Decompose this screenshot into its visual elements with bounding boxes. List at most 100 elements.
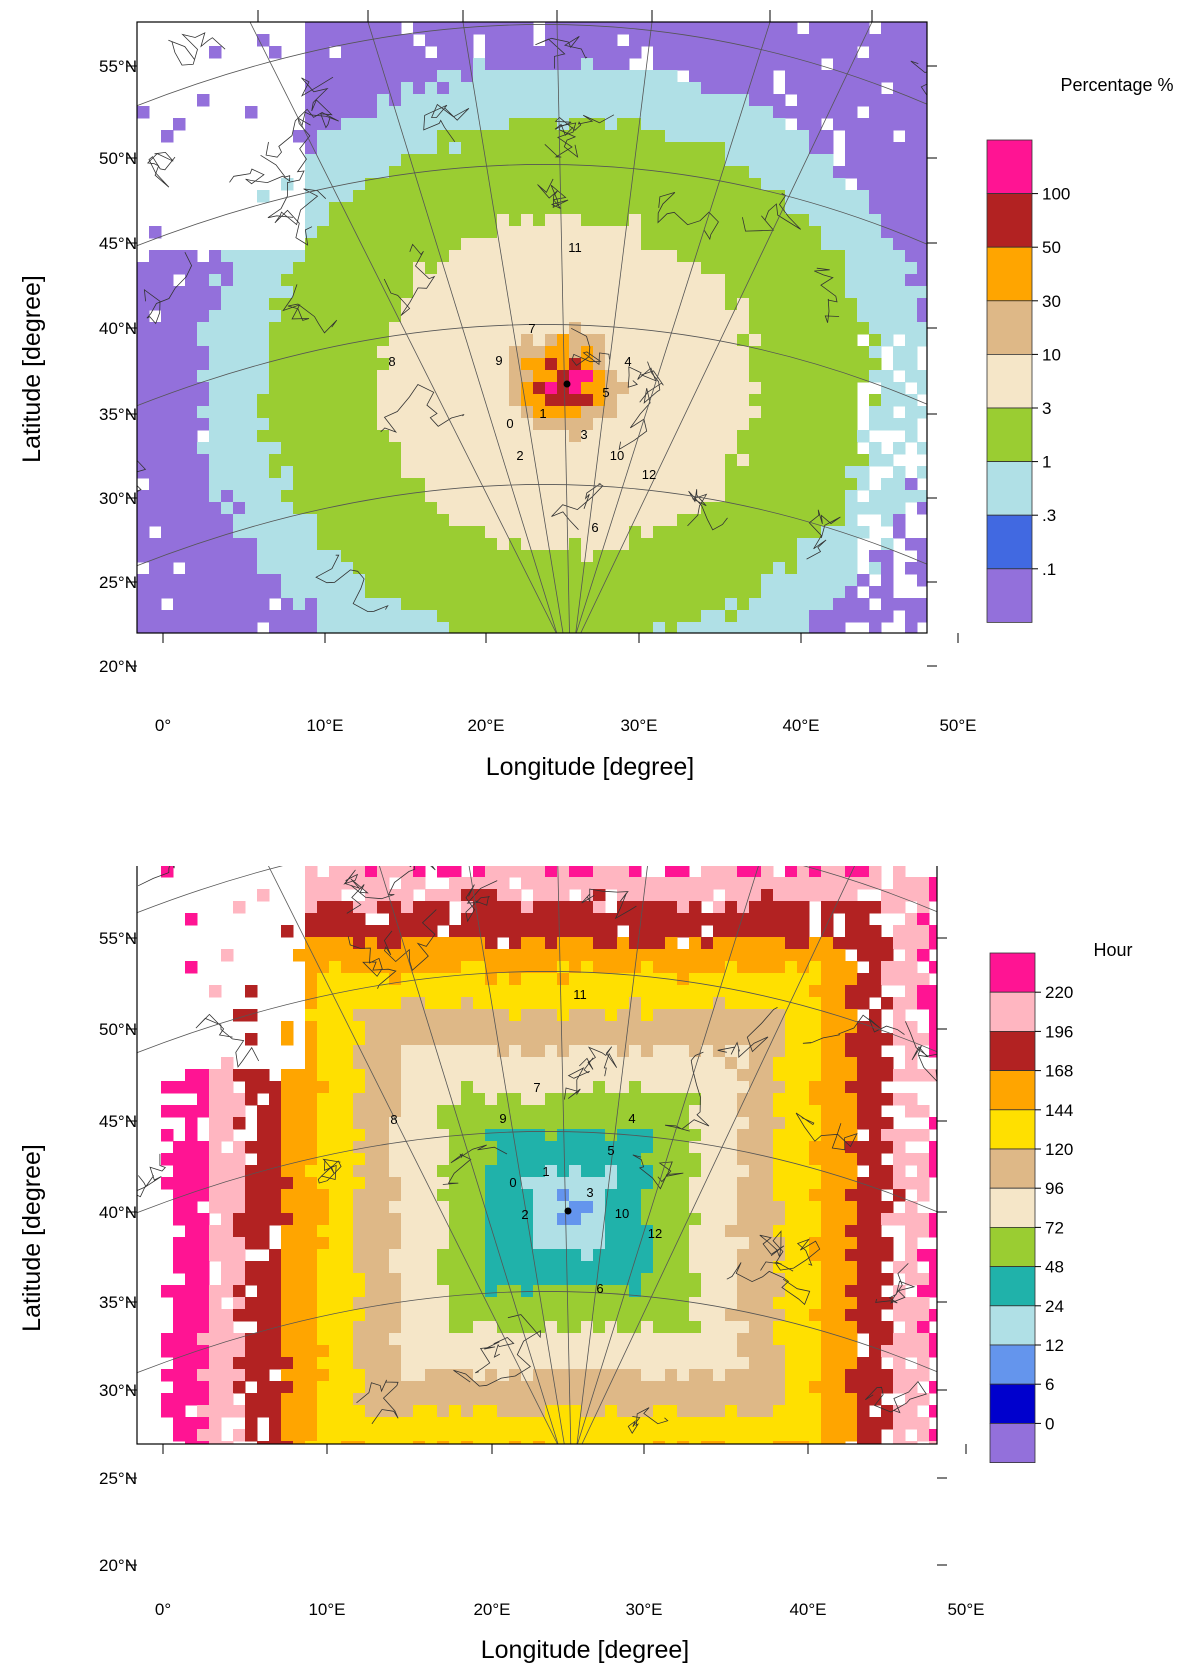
raster-cell bbox=[677, 925, 690, 938]
raster-cell bbox=[185, 574, 198, 587]
raster-cell bbox=[857, 226, 870, 239]
raster-cell bbox=[341, 190, 354, 203]
raster-cell bbox=[305, 118, 318, 131]
raster-cell bbox=[797, 298, 810, 311]
raster-cell bbox=[509, 178, 522, 191]
raster-cell bbox=[725, 262, 738, 275]
raster-cell bbox=[437, 961, 450, 974]
raster-cell bbox=[629, 46, 642, 59]
raster-cell bbox=[281, 370, 294, 383]
raster-cell bbox=[449, 106, 462, 119]
raster-cell bbox=[185, 1225, 198, 1238]
raster-cell bbox=[629, 430, 642, 443]
raster-cell bbox=[473, 1153, 486, 1166]
raster-cell bbox=[773, 949, 786, 962]
raster-cell bbox=[317, 1141, 330, 1154]
raster-cell bbox=[689, 598, 702, 611]
raster-cell bbox=[317, 1201, 330, 1214]
raster-cell bbox=[785, 574, 798, 587]
raster-cell bbox=[545, 866, 558, 878]
raster-cell bbox=[209, 382, 222, 395]
raster-cell bbox=[365, 478, 378, 491]
raster-cell bbox=[269, 298, 282, 311]
raster-cell bbox=[677, 238, 690, 251]
raster-cell bbox=[209, 394, 222, 407]
raster-cell bbox=[569, 1141, 582, 1154]
raster-cell bbox=[425, 166, 438, 179]
raster-cell bbox=[713, 466, 726, 479]
raster-cell bbox=[761, 598, 774, 611]
raster-cell bbox=[809, 154, 822, 167]
raster-cell bbox=[557, 1213, 570, 1226]
raster-cell bbox=[389, 106, 402, 119]
raster-cell bbox=[521, 1225, 534, 1238]
raster-cell bbox=[689, 178, 702, 191]
raster-cell bbox=[869, 418, 882, 431]
raster-cell bbox=[305, 1057, 318, 1070]
raster-cell bbox=[641, 1069, 654, 1082]
raster-cell bbox=[245, 985, 258, 998]
raster-cell bbox=[497, 1057, 510, 1070]
colorbar-label: 100 bbox=[1042, 185, 1070, 204]
raster-cell bbox=[509, 610, 522, 623]
raster-cell bbox=[617, 526, 630, 539]
raster-cell bbox=[281, 310, 294, 323]
raster-cell bbox=[569, 1201, 582, 1214]
raster-cell bbox=[809, 34, 822, 47]
raster-cell bbox=[713, 34, 726, 47]
raster-cell bbox=[821, 238, 834, 251]
raster-cell bbox=[341, 538, 354, 551]
raster-cell bbox=[377, 973, 390, 986]
raster-cell bbox=[917, 442, 927, 455]
raster-cell bbox=[809, 610, 822, 623]
raster-cell bbox=[593, 961, 606, 974]
raster-cell bbox=[305, 58, 318, 71]
raster-cell bbox=[257, 1165, 270, 1178]
raster-cell bbox=[701, 514, 714, 527]
raster-cell bbox=[737, 1009, 750, 1022]
raster-cell bbox=[737, 901, 750, 914]
raster-cell bbox=[833, 382, 846, 395]
raster-cell bbox=[881, 1033, 894, 1046]
raster-cell bbox=[785, 490, 798, 503]
raster-cell bbox=[317, 334, 330, 347]
raster-cell bbox=[617, 106, 630, 119]
raster-cell bbox=[761, 370, 774, 383]
raster-cell bbox=[581, 166, 594, 179]
raster-cell bbox=[401, 418, 414, 431]
raster-cell bbox=[341, 1201, 354, 1214]
raster-cell bbox=[521, 274, 534, 287]
raster-cell bbox=[317, 610, 330, 623]
raster-cell bbox=[449, 418, 462, 431]
raster-cell bbox=[281, 478, 294, 491]
raster-cell bbox=[929, 1069, 937, 1082]
raster-cell bbox=[485, 370, 498, 383]
raster-cell bbox=[725, 1009, 738, 1022]
raster-cell bbox=[809, 250, 822, 263]
raster-cell bbox=[737, 502, 750, 515]
raster-cell bbox=[749, 622, 762, 633]
raster-cell bbox=[569, 550, 582, 563]
raster-cell bbox=[617, 1045, 630, 1058]
raster-cell bbox=[377, 502, 390, 515]
raster-cell bbox=[749, 94, 762, 107]
raster-cell bbox=[809, 1165, 822, 1178]
raster-cell bbox=[581, 418, 594, 431]
raster-cell bbox=[689, 46, 702, 59]
raster-cell bbox=[365, 949, 378, 962]
raster-cell bbox=[413, 949, 426, 962]
raster-cell bbox=[629, 562, 642, 575]
raster-cell bbox=[305, 406, 318, 419]
raster-cell bbox=[569, 406, 582, 419]
raster-cell bbox=[689, 586, 702, 599]
raster-cell bbox=[665, 34, 678, 47]
raster-cell bbox=[341, 370, 354, 383]
raster-cell bbox=[425, 418, 438, 431]
raster-cell bbox=[317, 1129, 330, 1142]
raster-cell bbox=[173, 406, 186, 419]
raster-cell bbox=[665, 985, 678, 998]
raster-cell bbox=[413, 1129, 426, 1142]
raster-cell bbox=[809, 1021, 822, 1034]
raster-cell bbox=[209, 538, 222, 551]
raster-cell bbox=[425, 250, 438, 263]
